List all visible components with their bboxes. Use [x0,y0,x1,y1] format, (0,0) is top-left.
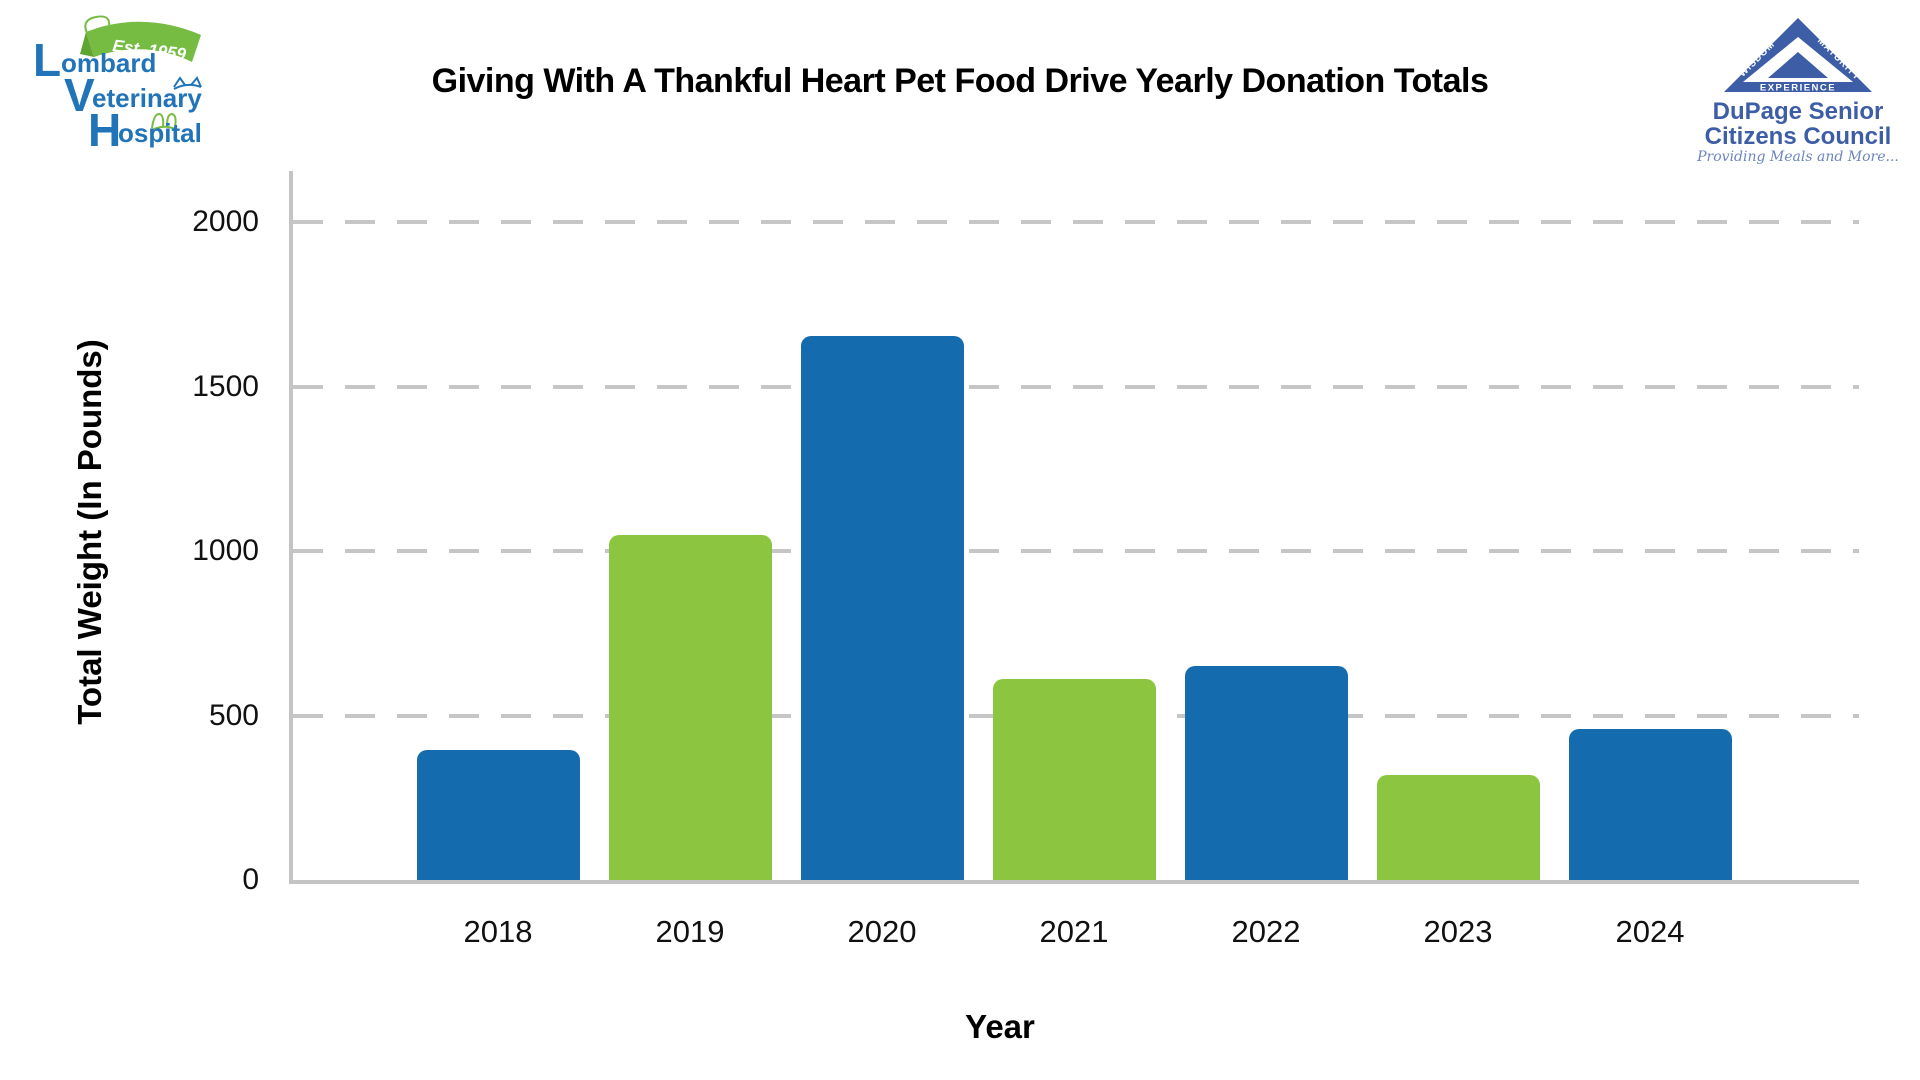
dupage-logo-graphic: WISDOM MATURITY EXPERIENCE DuPage Senior… [1696,18,1899,165]
gridline-1500 [293,384,1859,389]
org-name-line1: DuPage Senior [1713,98,1884,125]
y-tick-label-2000: 2000 [192,205,259,238]
bar-2024 [1568,728,1732,880]
plot-area: 0 500 1000 1500 2000 2018 2019 2020 2021 2022 2023… [192,171,1859,949]
logo-initial-H: H [88,104,121,150]
y-tick-label-1500: 1500 [192,369,259,403]
org-name-line2: Citizens Council [1705,123,1892,150]
logo-word-eterinary: eterinary [92,83,202,113]
gridline-2000 [293,220,1859,224]
page-title: Giving With A Thankful Heart Pet Food Dr… [431,62,1489,100]
bar-2018 [416,750,580,880]
x-tick-label-2019: 2019 [655,914,725,949]
rabbit-icon [151,112,177,131]
dog-icon [84,15,111,37]
x-tick-label-2021: 2021 [1039,914,1109,949]
x-tick-label-2023: 2023 [1423,914,1493,949]
x-axis-title: Year [965,1008,1035,1045]
y-tick-label-0: 0 [242,863,259,896]
y-tick-label-500: 500 [208,698,259,732]
bar-2021 [992,679,1156,880]
x-tick-label-2018: 2018 [463,914,533,949]
gridline-1000 [293,549,1859,553]
lombard-logo-graphic: Est. 1959 L ombard V eterinary H ospital [33,15,202,156]
triangle-word-experience: EXPERIENCE [1760,83,1836,94]
logo-initial-L: L [33,34,61,86]
x-tick-label-2024: 2024 [1615,914,1685,949]
org-tagline: Providing Meals and More... [1696,149,1899,164]
triangle-inner-solid [1768,52,1828,78]
bar-2022 [1184,666,1348,880]
ribbon-banner [86,21,201,62]
logo-initial-V: V [64,69,95,121]
x-tick-label-2022: 2022 [1231,914,1301,949]
bar-2020 [800,335,964,880]
y-axis-title: Total Weight (In Pounds) [71,339,108,725]
bar-2023 [1376,774,1540,880]
dupage-senior-citizens-council-logo: WISDOM MATURITY EXPERIENCE DuPage Senior… [1692,12,1904,169]
ribbon-fold [80,32,94,57]
lombard-veterinary-hospital-logo: Est. 1959 L ombard V eterinary H ospital [28,10,228,156]
bar-2019 [608,534,772,880]
x-tick-label-2020: 2020 [847,914,917,949]
cat-icon [173,76,202,90]
logo-word-ospital: ospital [118,118,202,148]
y-tick-label-1000: 1000 [192,534,259,567]
logo-word-ombard: ombard [61,48,156,78]
